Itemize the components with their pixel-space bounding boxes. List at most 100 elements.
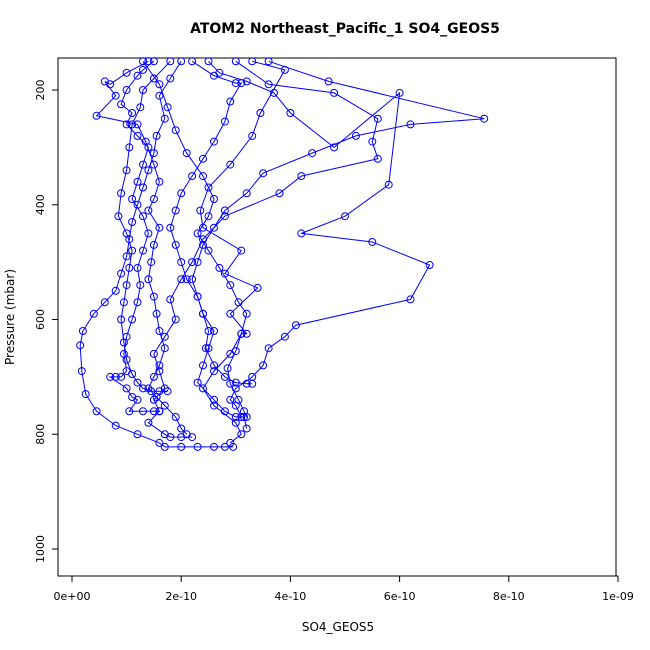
data-point: [231, 57, 240, 66]
series-2: [76, 57, 238, 451]
data-point: [133, 200, 142, 209]
data-point: [144, 229, 153, 238]
data-point: [229, 442, 238, 451]
data-point: [122, 355, 131, 364]
data-point: [177, 424, 186, 433]
plot-frame: [57, 57, 617, 577]
data-point: [231, 418, 240, 427]
data-point: [100, 298, 109, 307]
data-point: [128, 120, 137, 129]
series-5: [204, 57, 434, 421]
data-point: [128, 218, 137, 226]
data-point: [368, 137, 377, 146]
data-point: [149, 195, 158, 203]
data-point: [147, 258, 156, 267]
data-point: [406, 120, 415, 129]
data-point: [220, 372, 229, 381]
data-point: [139, 212, 147, 221]
data-point: [275, 189, 284, 198]
chart-title: ATOM2 Northeast_Pacific_1 SO4_GEOS5: [190, 21, 500, 37]
series-line: [95, 60, 188, 435]
data-point: [171, 413, 180, 421]
data-point: [139, 183, 147, 192]
data-point: [199, 361, 207, 370]
x-tick-label: 8e-10: [493, 590, 525, 603]
data-point: [248, 379, 257, 388]
data-point: [160, 401, 169, 410]
data-point: [248, 57, 257, 66]
data-point: [136, 281, 145, 290]
data-point: [199, 384, 207, 393]
data-point: [89, 309, 98, 318]
data-point: [139, 65, 147, 74]
y-tick-label: 200: [34, 80, 47, 101]
data-point: [324, 77, 333, 86]
data-point: [152, 131, 161, 140]
series-3: [149, 57, 382, 416]
data-point: [220, 442, 229, 451]
x-tick-label: 0e+00: [54, 590, 91, 603]
data-point: [182, 275, 191, 284]
series-line: [191, 60, 485, 429]
y-tick-label: 1000: [34, 535, 47, 563]
data-point: [373, 114, 382, 123]
data-point: [139, 384, 147, 393]
data-point: [163, 103, 172, 112]
series-line: [142, 61, 248, 418]
data-point: [297, 229, 306, 238]
data-point: [122, 86, 131, 94]
data-point: [160, 114, 169, 123]
data-point: [351, 131, 360, 140]
series-8: [114, 57, 175, 396]
data-point: [144, 166, 153, 175]
data-point: [226, 281, 235, 290]
data-point: [122, 252, 131, 261]
x-axis-label: SO4_GEOS5: [302, 620, 374, 634]
data-point: [117, 315, 126, 324]
data-point: [280, 65, 289, 74]
y-tick-label: 800: [34, 424, 47, 445]
data-point: [77, 367, 86, 376]
data-point: [171, 206, 180, 215]
data-point: [122, 384, 131, 393]
data-point: [226, 395, 235, 404]
data-point: [166, 295, 175, 304]
data-point: [155, 407, 164, 416]
data-point: [264, 57, 273, 66]
data-point: [122, 120, 131, 129]
data-point: [125, 143, 134, 152]
data-point: [144, 57, 153, 66]
data-point: [199, 172, 207, 181]
data-point: [253, 283, 262, 292]
data-point: [231, 347, 240, 356]
data-point: [171, 240, 180, 249]
data-point: [177, 258, 186, 267]
data-point: [395, 88, 404, 97]
data-point: [133, 378, 142, 387]
data-point: [166, 433, 175, 442]
data-point: [199, 309, 207, 318]
data-point: [237, 79, 246, 88]
data-point: [106, 372, 115, 381]
data-point: [155, 91, 164, 100]
data-point: [220, 206, 229, 215]
data-point: [122, 166, 131, 175]
data-point: [425, 261, 434, 269]
data-point: [144, 206, 153, 215]
data-point: [149, 372, 158, 381]
data-point: [166, 57, 175, 66]
data-point: [204, 327, 213, 335]
data-point: [341, 212, 349, 221]
data-point: [141, 137, 150, 146]
data-point: [144, 418, 153, 427]
data-point: [199, 154, 207, 163]
data-point: [147, 387, 156, 396]
data-point: [210, 327, 218, 335]
data-point: [210, 223, 218, 232]
data-point: [242, 424, 251, 433]
data-point: [204, 344, 213, 353]
data-point: [177, 57, 186, 66]
data-point: [264, 344, 273, 353]
data-point: [139, 407, 147, 416]
